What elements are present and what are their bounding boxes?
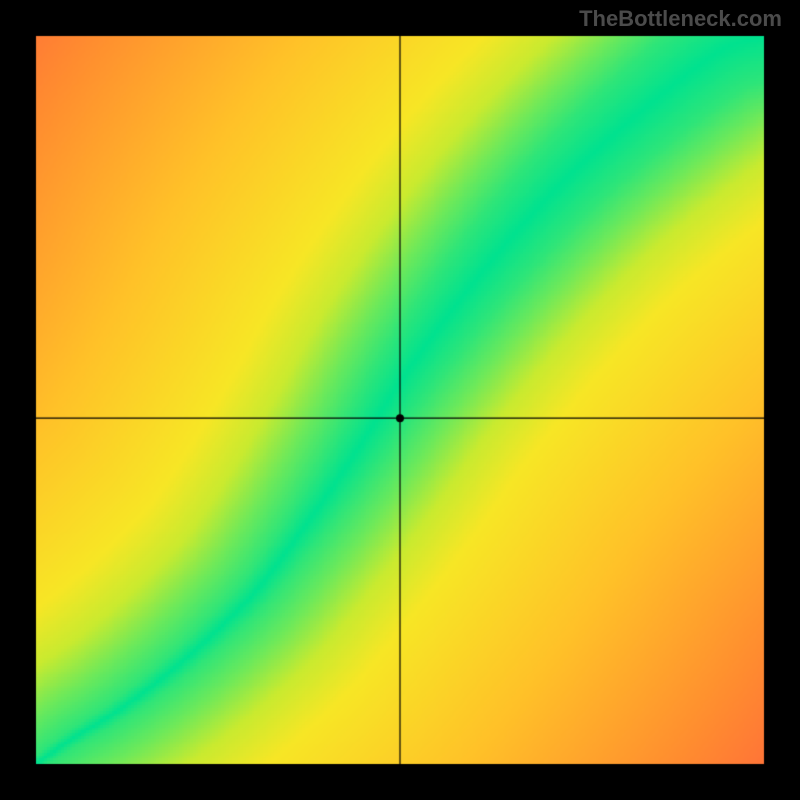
chart-container: TheBottleneck.com (0, 0, 800, 800)
heatmap-canvas (0, 0, 800, 800)
watermark-label: TheBottleneck.com (579, 6, 782, 32)
